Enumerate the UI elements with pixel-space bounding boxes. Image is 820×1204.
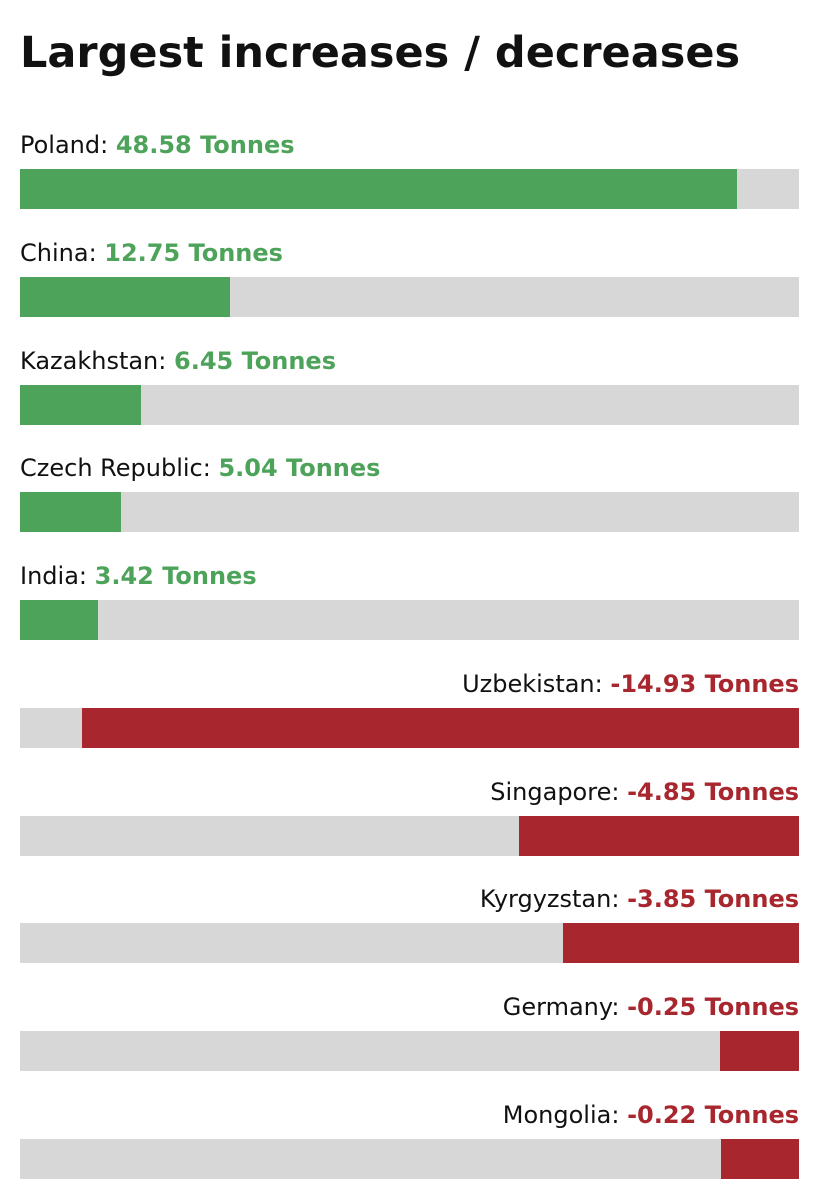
value-label: 12.75 Tonnes (104, 239, 283, 267)
bar-track (20, 492, 799, 532)
bar-label: Kazakhstan: 6.45 Tonnes (20, 343, 799, 379)
bar-label: Mongolia: -0.22 Tonnes (20, 1097, 799, 1133)
label-separator: : (202, 454, 219, 482)
bar-row-india: India: 3.42 Tonnes (20, 558, 799, 658)
bar-label: Poland: 48.58 Tonnes (20, 127, 799, 163)
country-name: Uzbekistan (462, 670, 595, 698)
value-label: -0.25 Tonnes (627, 993, 799, 1021)
label-separator: : (611, 885, 628, 913)
bar-label: India: 3.42 Tonnes (20, 558, 799, 594)
bar-label: Kyrgyzstan: -3.85 Tonnes (20, 881, 799, 917)
bar-track (20, 816, 799, 856)
value-label: -3.85 Tonnes (627, 885, 799, 913)
bar-fill-decrease (519, 816, 799, 856)
value-label: 3.42 Tonnes (94, 562, 257, 590)
bar-row-uzbekistan: Uzbekistan: -14.93 Tonnes (20, 666, 799, 766)
bar-fill-decrease (563, 923, 799, 963)
bar-track (20, 169, 799, 209)
country-name: Poland (20, 131, 101, 159)
country-name: Germany (502, 993, 612, 1021)
bar-fill-increase (20, 277, 230, 317)
bar-row-mongolia: Mongolia: -0.22 Tonnes (20, 1097, 799, 1197)
label-separator: : (100, 131, 116, 159)
bar-label: Germany: -0.25 Tonnes (20, 989, 799, 1025)
label-separator: : (78, 562, 95, 590)
value-label: 5.04 Tonnes (218, 454, 381, 482)
bar-fill-decrease (82, 708, 799, 748)
bar-fill-increase (20, 492, 121, 532)
country-name: Czech Republic (20, 454, 203, 482)
bar-label: Czech Republic: 5.04 Tonnes (20, 450, 799, 486)
bar-track (20, 385, 799, 425)
country-name: India (20, 562, 79, 590)
bar-row-germany: Germany: -0.25 Tonnes (20, 989, 799, 1089)
bar-track (20, 708, 799, 748)
bar-fill-decrease (721, 1139, 799, 1179)
bar-row-poland: Poland: 48.58 Tonnes (20, 127, 799, 227)
label-separator: : (88, 239, 105, 267)
bar-track (20, 1031, 799, 1071)
value-label: 6.45 Tonnes (174, 347, 336, 375)
bar-track (20, 1139, 799, 1179)
country-name: Mongolia (502, 1101, 612, 1129)
country-name: Kazakhstan (20, 347, 159, 375)
bar-fill-decrease (720, 1031, 799, 1071)
bar-fill-increase (20, 169, 737, 209)
label-separator: : (594, 670, 611, 698)
bar-row-kyrgyzstan: Kyrgyzstan: -3.85 Tonnes (20, 881, 799, 981)
bar-track (20, 600, 799, 640)
bar-row-kazakhstan: Kazakhstan: 6.45 Tonnes (20, 343, 799, 443)
bar-fill-increase (20, 385, 141, 425)
country-name: China (20, 239, 89, 267)
value-label: -14.93 Tonnes (610, 670, 799, 698)
bar-label: China: 12.75 Tonnes (20, 235, 799, 271)
bar-track (20, 923, 799, 963)
value-label: 48.58 Tonnes (115, 131, 295, 159)
bar-label: Uzbekistan: -14.93 Tonnes (20, 666, 799, 702)
bar-row-singapore: Singapore: -4.85 Tonnes (20, 774, 799, 874)
label-separator: : (611, 778, 628, 806)
chart-title: Largest increases / decreases (20, 28, 741, 78)
label-separator: : (158, 347, 174, 375)
value-label: -4.85 Tonnes (627, 778, 799, 806)
bar-track (20, 277, 799, 317)
value-label: -0.22 Tonnes (627, 1101, 799, 1129)
country-name: Singapore (490, 778, 612, 806)
bar-label: Singapore: -4.85 Tonnes (20, 774, 799, 810)
label-separator: : (611, 993, 628, 1021)
bar-row-china: China: 12.75 Tonnes (20, 235, 799, 335)
country-name: Kyrgyzstan (479, 885, 612, 913)
label-separator: : (611, 1101, 628, 1129)
bar-row-czech-republic: Czech Republic: 5.04 Tonnes (20, 450, 799, 550)
bar-fill-increase (20, 600, 98, 640)
